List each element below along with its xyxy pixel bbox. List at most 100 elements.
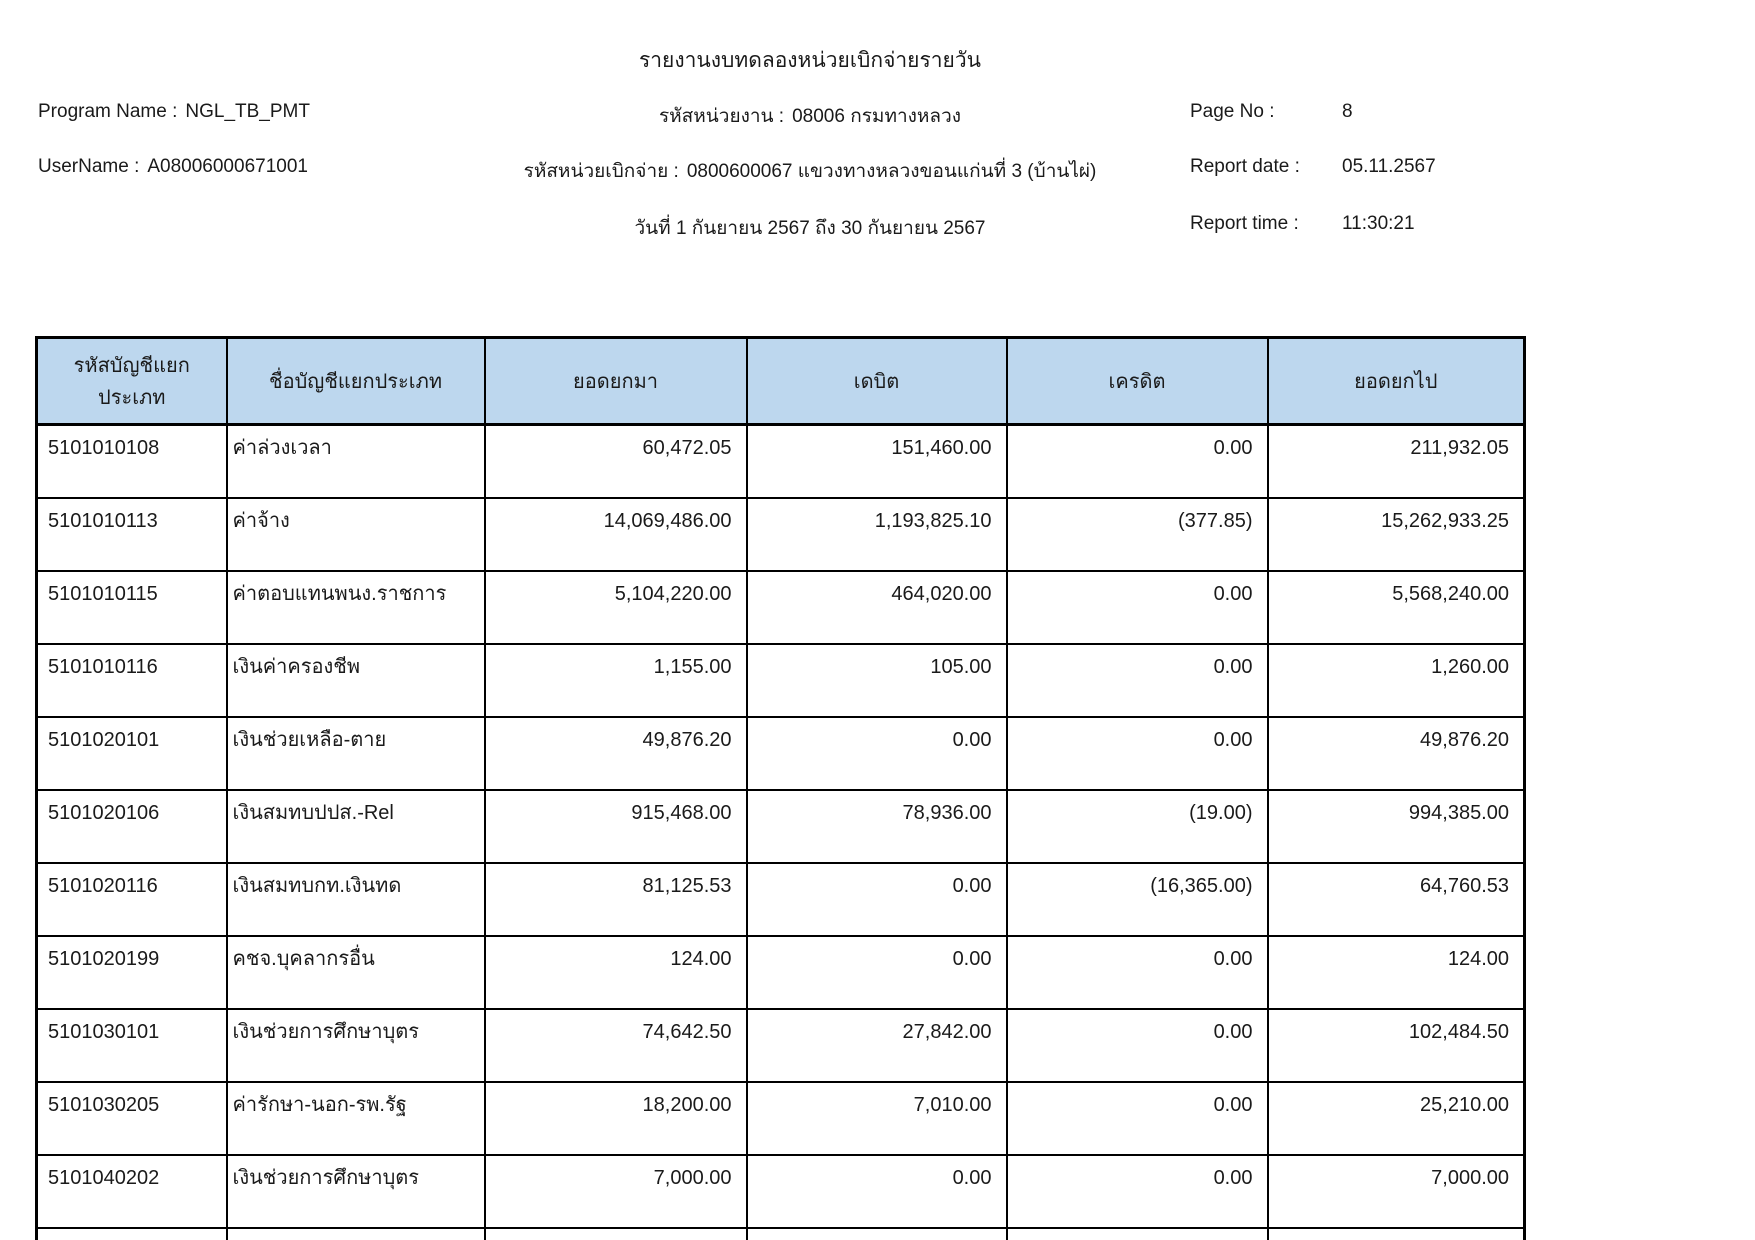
page-no-line: Page No : 8 [1190,101,1353,123]
table-row: 5101020116 เงินสมทบกท.เงินทด 81,125.53 0… [35,862,1526,937]
ending-balance-cell: 994,385.00 [1266,789,1526,864]
report-date-label: Report date : [1190,156,1300,177]
credit-cell: (16,365.00) [1005,862,1269,937]
trial-balance-table: รหัสบัญชีแยกประเภท ชื่อบัญชีแยกประเภท ยอ… [35,336,1526,1240]
credit-cell: 0.00 [1005,1154,1269,1229]
table-row: 5101040202 เงินช่วยการศึกษาบุตร 7,000.00… [35,1154,1526,1229]
account-code-cell: 5101030101 [35,1008,228,1083]
ending-balance-cell: 49,876.20 [1266,716,1526,791]
ending-balance-cell: 64,760.53 [1266,862,1526,937]
table-row: 5101010116 เงินค่าครองชีพ 1,155.00 105.0… [35,643,1526,718]
account-name-cell: ค่าจ้าง [225,497,486,572]
column-header-credit: เครดิต [1005,336,1269,426]
beginning-balance-cell: 14,069,486.00 [483,497,748,572]
beginning-balance-cell: 7,000.00 [483,1154,748,1229]
table-row: 5101030205 ค่ารักษา-นอก-รพ.รัฐ 18,200.00… [35,1081,1526,1156]
table-row: 5101040204 ค่ารักษาบำนาญนอก-รัฐ 770.00 0… [35,1227,1526,1240]
credit-cell: (19.00) [1005,789,1269,864]
table-header-row: รหัสบัญชีแยกประเภท ชื่อบัญชีแยกประเภท ยอ… [35,336,1526,426]
report-time-label: Report time : [1190,213,1299,234]
account-code-cell: 5101010113 [35,497,228,572]
account-code-cell: 5101040204 [35,1227,228,1240]
credit-cell: 0.00 [1005,716,1269,791]
beginning-balance-cell: 18,200.00 [483,1081,748,1156]
beginning-balance-cell: 60,472.05 [483,423,748,499]
debit-cell: 78,936.00 [745,789,1008,864]
account-code-cell: 5101020199 [35,935,228,1010]
agency-line: รหัสหน่วยงาน : 08006 กรมทางหลวง [0,101,1620,131]
beginning-balance-cell: 49,876.20 [483,716,748,791]
agency-value: 08006 กรมทางหลวง [792,106,962,127]
beginning-balance-cell: 124.00 [483,935,748,1010]
beginning-balance-cell: 770.00 [483,1227,748,1240]
account-code-cell: 5101010108 [35,423,228,499]
debit-cell: 0.00 [745,1227,1008,1240]
account-code-cell: 5101020116 [35,862,228,937]
account-name-cell: ค่าตอบแทนพนง.ราชการ [225,570,486,645]
account-name-cell: เงินสมทบกท.เงินทด [225,862,486,937]
program-name-label: Program Name : [38,101,178,122]
credit-cell: 0.00 [1005,643,1269,718]
credit-cell: 0.00 [1005,935,1269,1010]
table-row: 5101010113 ค่าจ้าง 14,069,486.00 1,193,8… [35,497,1526,572]
debit-cell: 105.00 [745,643,1008,718]
debit-cell: 151,460.00 [745,423,1008,499]
column-header-ending-balance: ยอดยกไป [1266,336,1526,426]
ending-balance-cell: 1,260.00 [1266,643,1526,718]
disbursement-unit-value: 0800600067 แขวงทางหลวงขอนแก่นที่ 3 (บ้าน… [686,161,1097,182]
user-name-label: UserName : [38,156,140,177]
table-row: 5101010108 ค่าล่วงเวลา 60,472.05 151,460… [35,423,1526,499]
credit-cell: 0.00 [1005,423,1269,499]
account-code-cell: 5101010115 [35,570,228,645]
beginning-balance-cell: 74,642.50 [483,1008,748,1083]
program-name-value: NGL_TB_PMT [185,101,310,122]
debit-cell: 27,842.00 [745,1008,1008,1083]
ending-balance-cell: 7,000.00 [1266,1154,1526,1229]
disbursement-unit-line: รหัสหน่วยเบิกจ่าย : 0800600067 แขวงทางหลว… [0,156,1620,186]
ending-balance-cell: 102,484.50 [1266,1008,1526,1083]
credit-cell: 0.00 [1005,1227,1269,1240]
column-header-account-name: ชื่อบัญชีแยกประเภท [225,336,486,426]
account-name-cell: ค่าล่วงเวลา [225,423,486,499]
table-body: 5101010108 ค่าล่วงเวลา 60,472.05 151,460… [35,423,1526,1240]
column-header-debit: เดบิต [745,336,1008,426]
account-name-cell: เงินสมทบปปส.-Rel [225,789,486,864]
table-row: 5101020106 เงินสมทบปปส.-Rel 915,468.00 7… [35,789,1526,864]
page-no-value: 8 [1342,101,1353,122]
table-row: 5101030101 เงินช่วยการศึกษาบุตร 74,642.5… [35,1008,1526,1083]
report-title: รายงานงบทดลองหน่วยเบิกจ่ายรายวัน [638,49,982,72]
debit-cell: 1,193,825.10 [745,497,1008,572]
report-date-line: Report date : 05.11.2567 [1190,156,1436,178]
debit-cell: 0.00 [745,1154,1008,1229]
agency-label: รหัสหน่วยงาน : [658,106,785,127]
account-code-cell: 5101040202 [35,1154,228,1229]
table-row: 5101020199 คชจ.บุคลากรอื่น 124.00 0.00 0… [35,935,1526,1010]
user-name-value: A08006000671001 [147,156,308,177]
account-code-cell: 5101020106 [35,789,228,864]
beginning-balance-cell: 915,468.00 [483,789,748,864]
table-row: 5101010115 ค่าตอบแทนพนง.ราชการ 5,104,220… [35,570,1526,645]
credit-cell: 0.00 [1005,570,1269,645]
ending-balance-cell: 124.00 [1266,935,1526,1010]
account-code-cell: 5101010116 [35,643,228,718]
account-name-cell: เงินค่าครองชีพ [225,643,486,718]
table-row: 5101020101 เงินช่วยเหลือ-ตาย 49,876.20 0… [35,716,1526,791]
ending-balance-cell: 5,568,240.00 [1266,570,1526,645]
debit-cell: 0.00 [745,716,1008,791]
credit-cell: 0.00 [1005,1008,1269,1083]
account-name-cell: เงินช่วยการศึกษาบุตร [225,1154,486,1229]
ending-balance-cell: 15,262,933.25 [1266,497,1526,572]
beginning-balance-cell: 1,155.00 [483,643,748,718]
account-name-cell: ค่ารักษาบำนาญนอก-รัฐ [225,1227,486,1240]
account-name-cell: เงินช่วยเหลือ-ตาย [225,716,486,791]
report-time-line: Report time : 11:30:21 [1190,213,1415,235]
ending-balance-cell: 211,932.05 [1266,423,1526,499]
debit-cell: 7,010.00 [745,1081,1008,1156]
beginning-balance-cell: 81,125.53 [483,862,748,937]
account-code-cell: 5101030205 [35,1081,228,1156]
account-name-cell: ค่ารักษา-นอก-รพ.รัฐ [225,1081,486,1156]
beginning-balance-cell: 5,104,220.00 [483,570,748,645]
page-no-label: Page No : [1190,101,1275,122]
account-name-cell: คชจ.บุคลากรอื่น [225,935,486,1010]
